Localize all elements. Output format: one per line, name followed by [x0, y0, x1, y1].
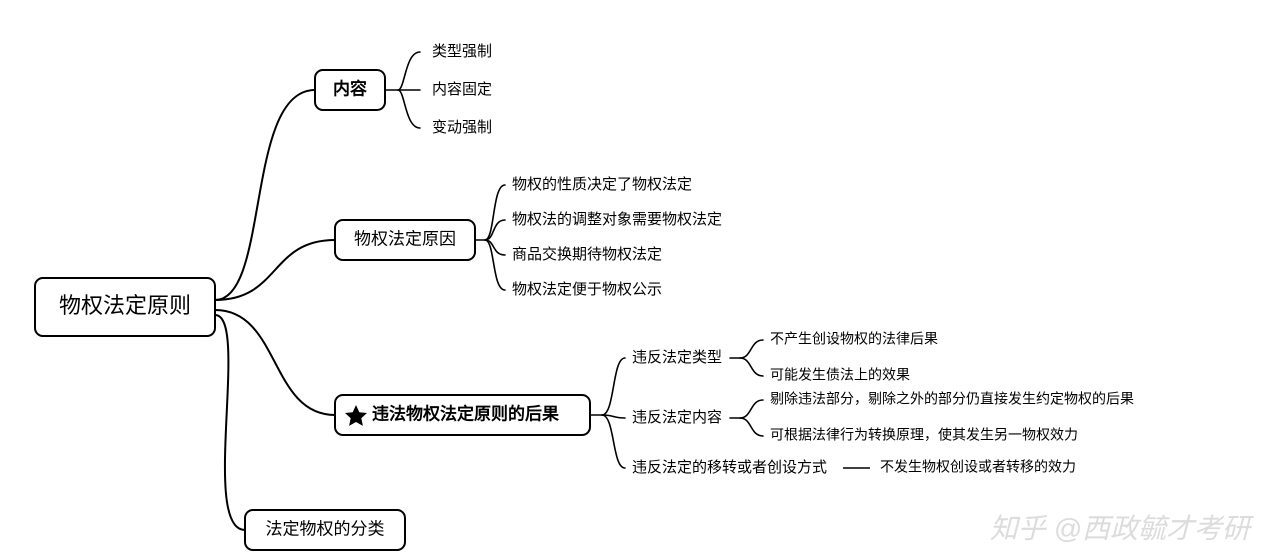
consequence-bracket: [590, 358, 625, 468]
content-leaf-1: 类型强制: [432, 43, 492, 60]
mindmap-diagram: 物权法定原则 内容 类型强制 内容固定 变动强制 物权法定原因 物权的性质决定了…: [0, 0, 1280, 555]
sub1-leaf-1: 不产生创设物权的法律后果: [770, 331, 938, 347]
sub1-bracket: [730, 340, 763, 376]
sub1-leaf-2: 可能发生债法上的效果: [770, 367, 910, 383]
sub2-leaf-2: 可根据法律行为转换原理，使其发生另一物权效力: [770, 427, 1078, 443]
reason-node: 物权法定原因: [335, 220, 475, 260]
watermark-text: 知乎 @西政毓才考研: [990, 513, 1254, 544]
content-label: 内容: [333, 78, 367, 98]
root-node: 物权法定原则: [35, 278, 215, 336]
consequence-sub1-label: 违反法定类型: [632, 349, 722, 366]
consequence-label: 违法物权法定原则的后果: [372, 403, 559, 423]
content-leaf-2: 内容固定: [432, 81, 492, 98]
root-label: 物权法定原则: [59, 293, 191, 318]
sub3-dash-label: 不发生物权创设或者转移的效力: [880, 459, 1076, 475]
reason-leaf-4: 物权法定便于物权公示: [512, 281, 662, 298]
sub2-leaf-1: 剔除违法部分，剔除之外的部分仍直接发生约定物权的后果: [770, 391, 1134, 407]
consequence-sub2-label: 违反法定内容: [632, 409, 722, 426]
sub2-bracket: [730, 400, 763, 436]
consequence-node: 违法物权法定原则的后果: [335, 395, 590, 435]
classification-node: 法定物权的分类: [245, 510, 405, 550]
consequence-sub3-label: 违反法定的移转或者创设方式: [632, 459, 827, 476]
reason-label: 物权法定原因: [354, 229, 456, 248]
content-bracket: [385, 52, 420, 128]
reason-bracket: [475, 185, 505, 290]
reason-leaf-3: 商品交换期待物权法定: [512, 245, 662, 263]
classification-label: 法定物权的分类: [266, 519, 385, 538]
reason-leaf-2: 物权法的调整对象需要物权法定: [512, 211, 722, 228]
content-leaf-3: 变动强制: [432, 119, 492, 136]
reason-leaf-1: 物权的性质决定了物权法定: [512, 176, 692, 193]
content-node: 内容: [315, 70, 385, 110]
